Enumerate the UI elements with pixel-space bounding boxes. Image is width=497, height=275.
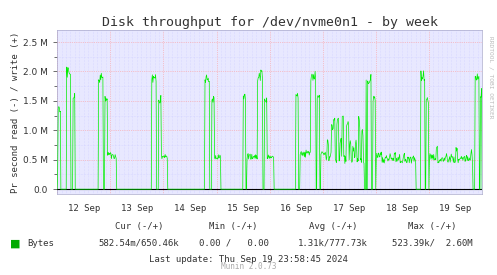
- Text: 16 Sep: 16 Sep: [280, 204, 312, 213]
- Text: Cur (-/+): Cur (-/+): [115, 222, 164, 231]
- Text: 14 Sep: 14 Sep: [174, 204, 206, 213]
- Text: 12 Sep: 12 Sep: [68, 204, 100, 213]
- Y-axis label: Pr second read (-) / write (+): Pr second read (-) / write (+): [11, 31, 20, 193]
- Text: 1.31k/777.73k: 1.31k/777.73k: [298, 239, 368, 248]
- Text: 19 Sep: 19 Sep: [439, 204, 472, 213]
- Text: Min (-/+): Min (-/+): [209, 222, 258, 231]
- Text: Last update: Thu Sep 19 23:58:45 2024: Last update: Thu Sep 19 23:58:45 2024: [149, 255, 348, 264]
- Text: 523.39k/  2.60M: 523.39k/ 2.60M: [392, 239, 473, 248]
- Text: Munin 2.0.73: Munin 2.0.73: [221, 262, 276, 271]
- Text: 582.54m/650.46k: 582.54m/650.46k: [99, 239, 179, 248]
- Text: Avg (-/+): Avg (-/+): [309, 222, 357, 231]
- Text: RRDTOOL / TOBI OETIKER: RRDTOOL / TOBI OETIKER: [489, 36, 494, 118]
- Text: 17 Sep: 17 Sep: [333, 204, 365, 213]
- Text: ■: ■: [10, 238, 20, 248]
- Text: 15 Sep: 15 Sep: [227, 204, 259, 213]
- Text: 0.00 /   0.00: 0.00 / 0.00: [199, 239, 268, 248]
- Text: Max (-/+): Max (-/+): [408, 222, 457, 231]
- Text: 13 Sep: 13 Sep: [121, 204, 153, 213]
- Text: Bytes: Bytes: [27, 239, 54, 248]
- Title: Disk throughput for /dev/nvme0n1 - by week: Disk throughput for /dev/nvme0n1 - by we…: [101, 16, 438, 29]
- Text: 18 Sep: 18 Sep: [386, 204, 418, 213]
